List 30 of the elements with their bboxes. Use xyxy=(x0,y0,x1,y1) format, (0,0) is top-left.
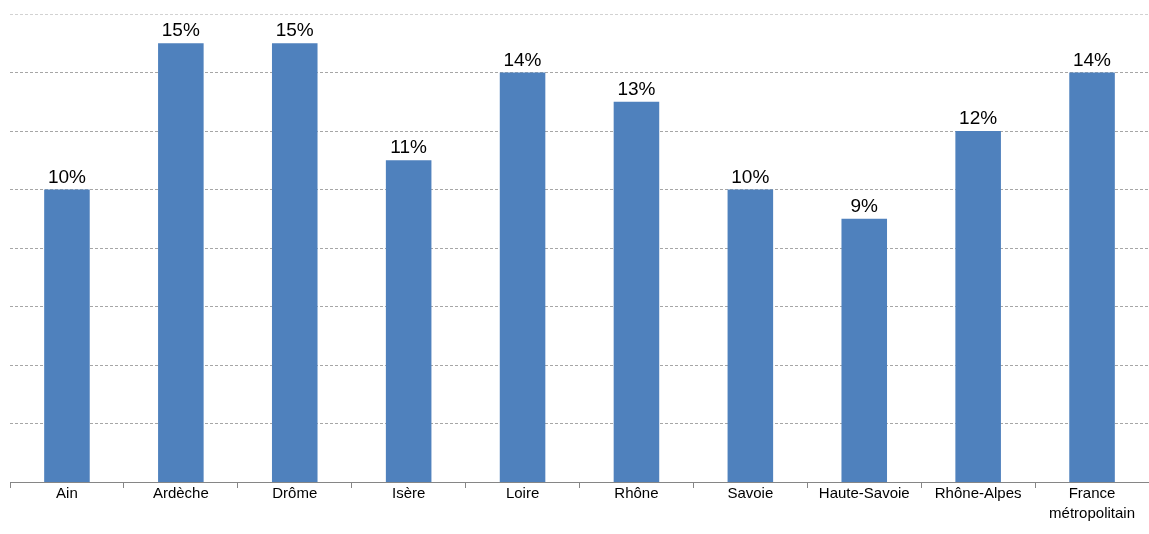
bar xyxy=(158,43,204,482)
x-tick-label: Drôme xyxy=(272,484,318,501)
bar xyxy=(385,160,432,482)
bar xyxy=(613,101,660,482)
data-label: 10% xyxy=(47,165,87,187)
data-label: 15% xyxy=(275,19,314,41)
bar xyxy=(44,189,90,482)
bar xyxy=(841,218,888,482)
x-tick-label: Savoie xyxy=(727,484,774,501)
x-tick-label: France métropolitain xyxy=(1049,484,1135,521)
x-tick-label: Ain xyxy=(56,484,78,501)
data-label: 15% xyxy=(161,19,200,41)
bar xyxy=(499,72,546,482)
bar xyxy=(1069,72,1115,482)
x-tick-label: Rhône xyxy=(614,484,659,501)
data-label: 11% xyxy=(390,136,428,158)
data-label: 9% xyxy=(850,194,879,216)
data-label: 10% xyxy=(731,165,770,187)
data-label: 14% xyxy=(503,48,542,70)
x-tick-label: Isère xyxy=(391,484,426,501)
data-label: 12% xyxy=(959,107,998,128)
x-tick-label: Rhône-Alpes xyxy=(934,484,1022,501)
data-label: 14% xyxy=(1072,48,1112,70)
x-tick-label: Haute-Savoie xyxy=(818,484,910,501)
data-label: 13% xyxy=(617,77,656,99)
x-tick-label: Loire xyxy=(505,484,540,501)
x-tick-label: Ardèche xyxy=(152,484,209,501)
bar xyxy=(727,189,774,482)
bar xyxy=(271,43,318,482)
bar xyxy=(955,131,1001,482)
